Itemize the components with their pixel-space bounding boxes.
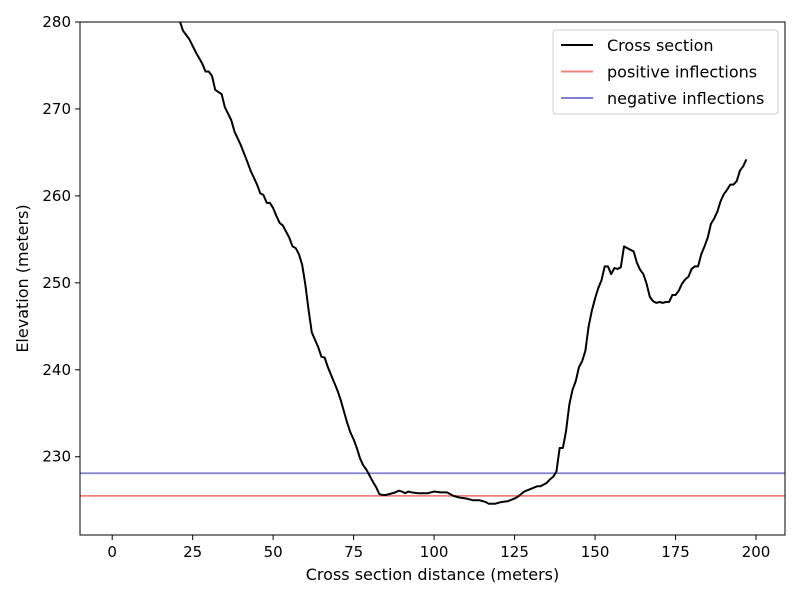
x-tick-label: 200 [742, 543, 771, 561]
legend-label: negative inflections [607, 89, 764, 108]
y-axis: 230 240 250 260 270 280 [42, 13, 80, 466]
legend-entry: positive inflections [561, 63, 757, 82]
legend-entry: Cross section [561, 36, 714, 55]
x-tick-label: 100 [420, 543, 449, 561]
x-tick-label: 0 [107, 543, 117, 561]
inflection-lines [80, 472, 785, 497]
series-layer [179, 22, 748, 505]
x-tick-label: 125 [500, 543, 529, 561]
y-axis-label: Elevation (meters) [13, 204, 32, 352]
y-tick-label: 230 [42, 448, 71, 466]
legend-entry: negative inflections [561, 89, 764, 108]
x-tick-label: 75 [344, 543, 363, 561]
y-tick-label: 250 [42, 274, 71, 292]
x-tick-label: 50 [264, 543, 283, 561]
x-tick-label: 175 [661, 543, 690, 561]
x-tick-label: 25 [183, 543, 202, 561]
legend-label: Cross section [607, 36, 714, 55]
x-tick-label: 150 [581, 543, 610, 561]
plot-frame [79, 21, 786, 536]
series-line-cross-section [179, 22, 748, 505]
y-tick-label: 240 [42, 361, 71, 379]
legend: Cross section positive inflections negativ… [552, 29, 779, 115]
y-tick-label: 270 [42, 100, 71, 118]
y-tick-label: 260 [42, 187, 71, 205]
y-tick-label: 280 [42, 13, 71, 31]
legend-label: positive inflections [607, 63, 757, 82]
x-axis-label: Cross section distance (meters) [306, 565, 559, 584]
legend-box [552, 29, 779, 115]
x-axis: 0 25 50 75 100 125 150 175 200 [107, 535, 770, 561]
